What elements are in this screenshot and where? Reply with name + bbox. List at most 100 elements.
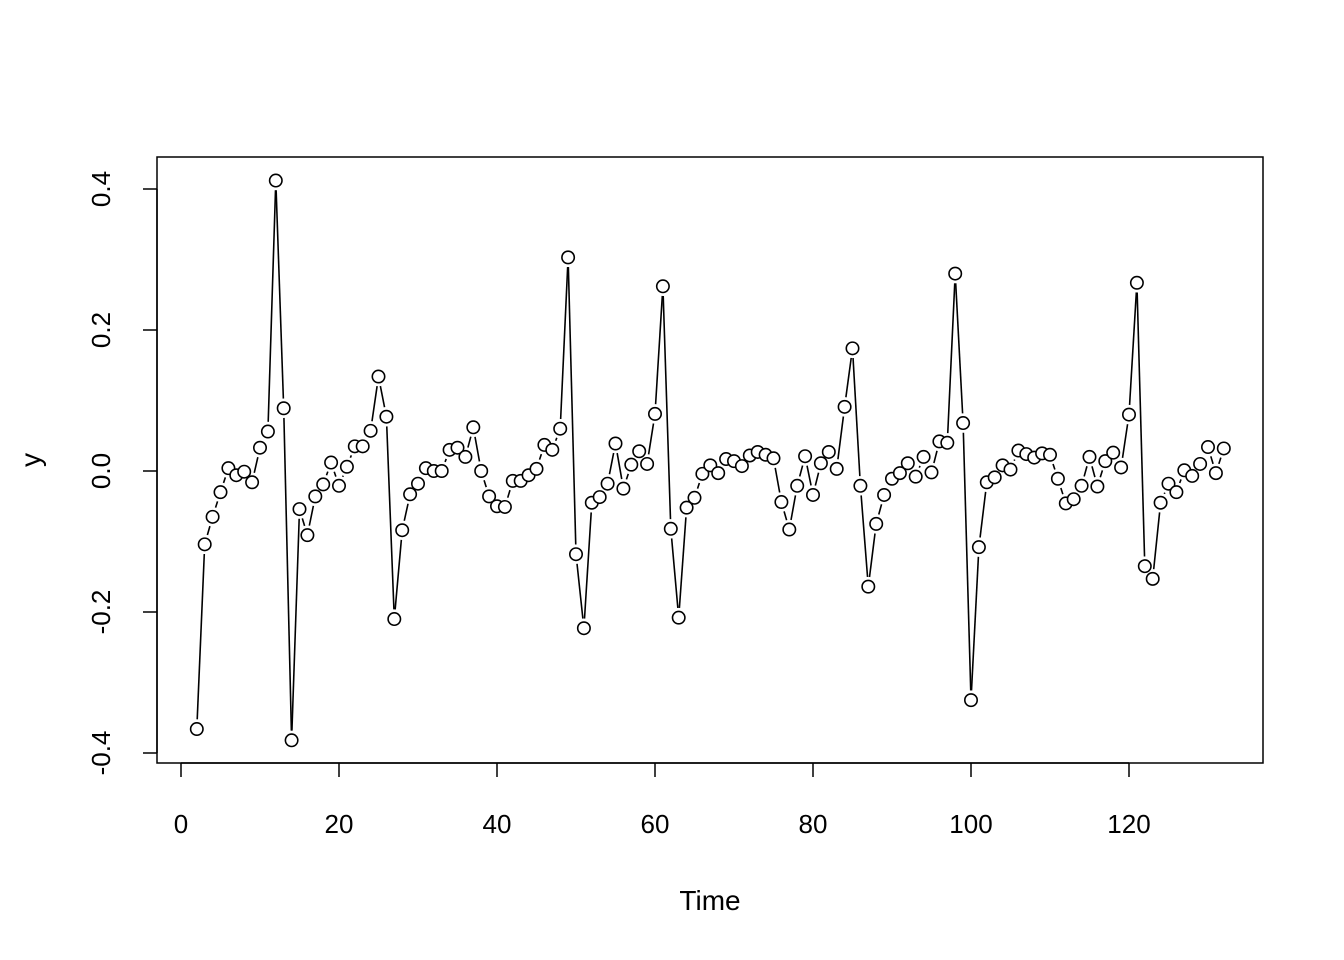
data-point: [1137, 559, 1152, 574]
series-line-segment: [783, 511, 788, 521]
data-point: [1185, 468, 1200, 483]
data-point: [276, 401, 291, 416]
data-point: [395, 523, 410, 538]
series-line-segment: [506, 489, 511, 498]
series-line-segment: [860, 495, 869, 578]
series-line-segment: [1060, 487, 1064, 495]
data-point: [798, 449, 813, 464]
data-point: [829, 461, 844, 476]
series-line-segment: [538, 453, 543, 460]
series-line-segment: [567, 267, 577, 545]
series-line-segment: [474, 436, 481, 462]
series-line-segment: [918, 465, 921, 468]
series-line-segment: [325, 471, 329, 476]
series-line-segment: [946, 283, 956, 434]
data-point: [640, 456, 655, 471]
series-line-segment: [774, 467, 781, 493]
x-tick-label: 80: [799, 809, 828, 839]
data-point: [805, 487, 820, 502]
series-line-segment: [444, 458, 447, 463]
data-point: [474, 463, 489, 478]
data-point: [1122, 407, 1137, 422]
data-point: [1129, 275, 1144, 290]
series-line-segment: [253, 457, 259, 474]
series-line-segment: [385, 426, 395, 610]
data-point: [300, 528, 315, 543]
data-point: [908, 469, 923, 484]
series-line-segment: [1218, 457, 1222, 465]
series-line-segment: [214, 501, 219, 508]
series-line-segment: [559, 267, 569, 420]
series-line-segment: [954, 283, 964, 414]
series-line-segment: [625, 473, 630, 480]
data-point: [1043, 447, 1058, 462]
series-line-segment: [678, 517, 687, 609]
y-tick-label: 0.0: [86, 453, 116, 489]
data-point: [1003, 462, 1018, 477]
series-line-segment: [554, 437, 558, 442]
data-point: [608, 436, 623, 451]
data-point: [679, 500, 694, 515]
series-line-segment: [1121, 424, 1129, 458]
data-point: [1153, 495, 1168, 510]
series-line-segment: [814, 472, 820, 486]
data-point: [790, 478, 805, 493]
series-line-segment: [868, 533, 876, 578]
data-point: [529, 461, 544, 476]
series-points: [189, 173, 1231, 748]
data-point: [632, 444, 647, 459]
series-line-segment: [616, 452, 623, 480]
series-line-segment: [196, 553, 206, 720]
data-point: [434, 463, 449, 478]
series-line-segment: [349, 455, 353, 459]
data-point: [371, 369, 386, 384]
data-point: [1201, 440, 1216, 455]
data-point: [292, 502, 307, 517]
series-line-segment: [1128, 292, 1138, 405]
data-point: [568, 547, 583, 562]
data-point: [663, 521, 678, 536]
data-point: [450, 440, 465, 455]
data-point: [821, 444, 836, 459]
data-point: [624, 457, 639, 472]
data-point: [331, 478, 346, 493]
series-line-segment: [308, 505, 315, 526]
series-line-segment: [576, 563, 584, 619]
series-line-segment: [1210, 456, 1214, 465]
x-tick-label: 20: [325, 809, 354, 839]
data-point: [813, 456, 828, 471]
data-point: [324, 455, 339, 470]
data-point: [687, 490, 702, 505]
data-point: [466, 420, 481, 435]
series-line-segment: [394, 539, 403, 610]
y-tick-label: -0.2: [86, 590, 116, 635]
data-point: [260, 424, 275, 439]
data-point: [1106, 445, 1121, 460]
series-line-segment: [696, 482, 701, 489]
data-point: [774, 495, 789, 510]
data-point: [316, 477, 331, 492]
series-line-segment: [267, 190, 277, 422]
data-point: [1114, 460, 1129, 475]
series-line-segment: [877, 504, 883, 515]
data-point: [766, 451, 781, 466]
data-point: [900, 456, 915, 471]
series-line-segment: [483, 480, 487, 488]
x-axis-title: Time: [679, 885, 740, 916]
series-line-segment: [933, 450, 938, 464]
data-point: [553, 421, 568, 436]
data-point: [1208, 466, 1223, 481]
y-axis: -0.4 -0.2 0.0 0.2 0.4: [86, 171, 158, 775]
series-line-segment: [379, 385, 386, 408]
data-point: [387, 612, 402, 627]
data-point: [1082, 449, 1097, 464]
series-line-segment: [1052, 463, 1056, 470]
x-tick-label: 60: [641, 809, 670, 839]
data-point: [1161, 476, 1176, 491]
data-point: [245, 475, 260, 490]
data-point: [339, 459, 354, 474]
series-line-segments: [196, 190, 1222, 731]
data-point: [403, 487, 418, 502]
series-line-segment: [1083, 466, 1088, 477]
data-point: [861, 579, 876, 594]
